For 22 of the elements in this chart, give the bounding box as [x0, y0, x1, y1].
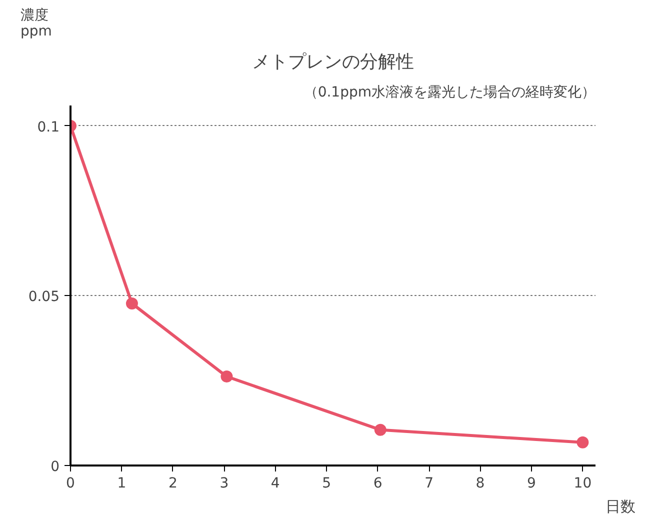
x-axis-title: 日数 [606, 498, 636, 516]
y-axis-title: 濃度 ppm [20, 8, 52, 40]
y-tick-label: 0.1 [37, 119, 60, 136]
x-tick-label: 8 [476, 476, 485, 492]
chart-title: メトプレンの分解性 [252, 52, 414, 72]
x-tick-label: 7 [424, 476, 434, 492]
point [374, 424, 386, 436]
x-tick-label: 3 [220, 476, 229, 492]
y-tick-label: 0.05 [28, 289, 60, 306]
x-tick-label: 1 [117, 476, 126, 492]
x-tick-label: 9 [527, 476, 536, 492]
point [576, 436, 589, 448]
point [220, 370, 233, 383]
chart-subtitle: （0.1ppm水溶液を露光した場合の経時変化） [304, 84, 596, 100]
point [126, 298, 138, 310]
x-tick-label: 6 [373, 476, 382, 492]
y-tick-label: 0 [50, 459, 60, 475]
x-tick-label: 0 [66, 476, 75, 492]
x-tick-label: 2 [168, 476, 178, 492]
x-tick-label: 4 [270, 476, 280, 492]
x-tick-label: 10 [574, 476, 592, 492]
x-tick-label: 5 [322, 476, 332, 492]
